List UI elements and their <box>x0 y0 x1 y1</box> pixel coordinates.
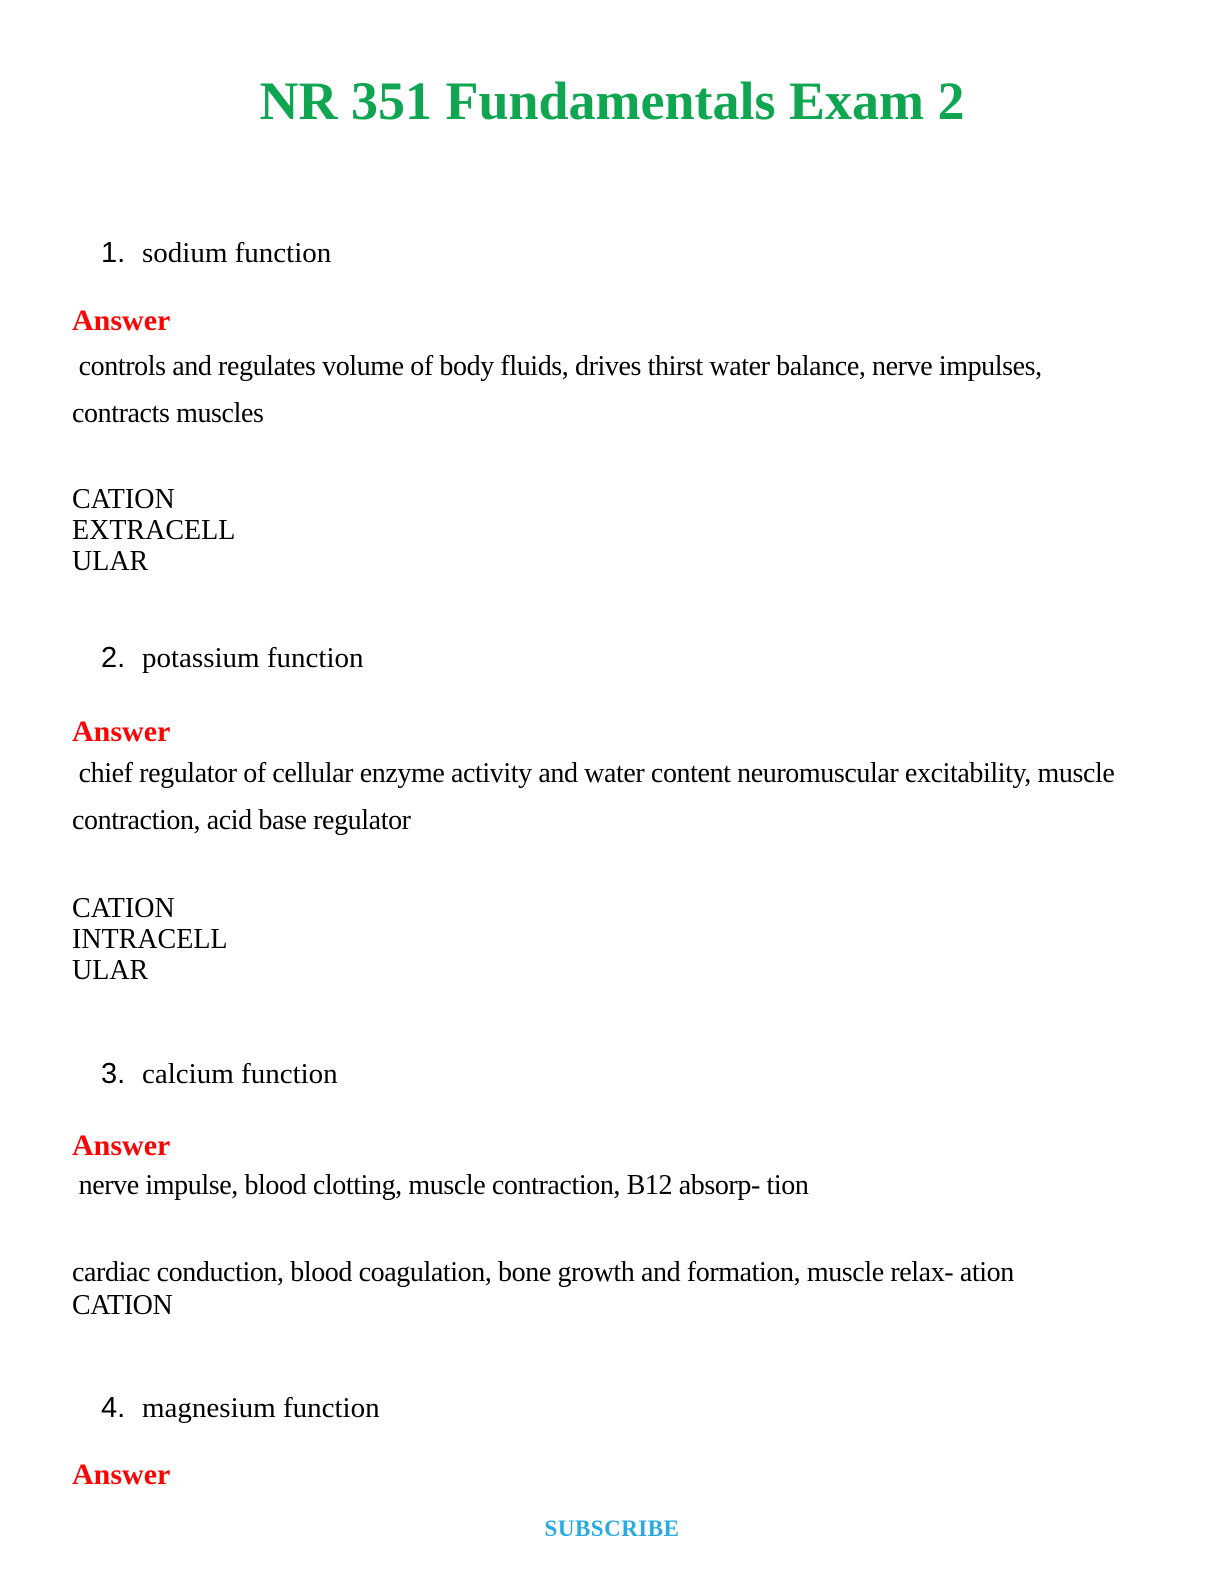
question-number: 2. <box>101 642 126 674</box>
answer-label-1: Answer <box>72 304 171 337</box>
question-text: potassium function <box>142 642 364 674</box>
answer-text-line: contraction, acid base regulator <box>72 805 411 836</box>
answer-text-line: contracts muscles <box>72 398 264 429</box>
note-line: CATION <box>72 1290 173 1321</box>
answer-label-2: Answer <box>72 715 171 748</box>
note-line: CATION <box>72 893 175 924</box>
note-line: EXTRACELL <box>72 515 236 546</box>
question-4: 4. magnesium function <box>72 1359 380 1458</box>
page-title: NR 351 Fundamentals Exam 2 <box>259 71 965 131</box>
answer-label-4: Answer <box>72 1458 171 1491</box>
question-text: sodium function <box>142 237 332 269</box>
answer-body-1: controls and regulates volume of body fl… <box>72 353 1042 447</box>
note-block-3: cardiac conduction, blood coagulation, b… <box>72 1259 1014 1325</box>
note-block-1: CATION EXTRACELL ULAR <box>72 486 235 579</box>
answer-text-line: controls and regulates volume of body fl… <box>72 351 1043 382</box>
subscribe-link[interactable]: SUBSCRIBE <box>544 1516 680 1541</box>
note-block-2: CATION INTRACELL ULAR <box>72 895 228 988</box>
question-2: 2. potassium function <box>72 609 364 708</box>
answer-body-2: chief regulator of cellular enzyme activ… <box>72 758 1115 854</box>
note-line: ULAR <box>72 955 149 986</box>
question-number: 3. <box>101 1058 126 1090</box>
answer-text-line: nerve impulse, blood clotting, muscle co… <box>72 1170 809 1201</box>
note-line: ULAR <box>72 546 149 577</box>
answer-text-line: chief regulator of cellular enzyme activ… <box>72 758 1115 789</box>
answer-body-3: nerve impulse, blood clotting, muscle co… <box>72 1170 809 1219</box>
question-number: 4. <box>101 1392 126 1424</box>
note-line: CATION <box>72 484 175 515</box>
note-line: cardiac conduction, blood coagulation, b… <box>72 1257 1014 1288</box>
question-3: 3. calcium function <box>72 1025 338 1124</box>
question-text: calcium function <box>142 1058 338 1090</box>
question-text: magnesium function <box>142 1392 380 1424</box>
question-number: 1. <box>101 237 126 269</box>
question-1: 1. sodium function <box>72 204 331 303</box>
answer-label-3: Answer <box>72 1129 171 1162</box>
note-line: INTRACELL <box>72 924 228 955</box>
